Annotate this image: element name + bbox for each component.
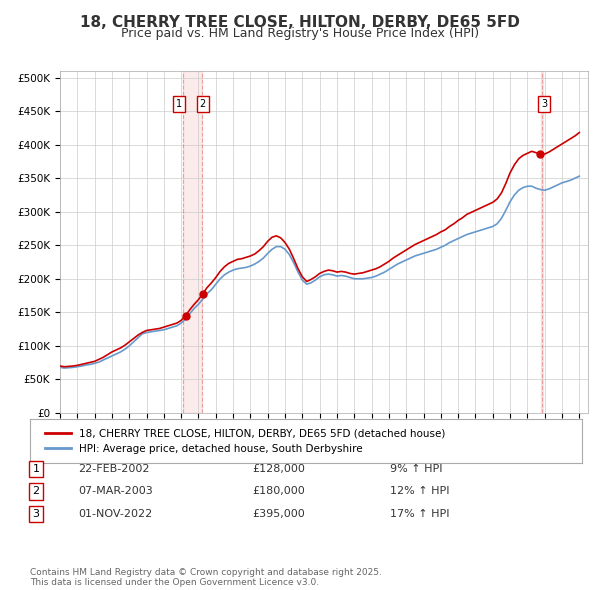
Text: Price paid vs. HM Land Registry's House Price Index (HPI): Price paid vs. HM Land Registry's House … xyxy=(121,27,479,40)
Text: 18, CHERRY TREE CLOSE, HILTON, DERBY, DE65 5FD: 18, CHERRY TREE CLOSE, HILTON, DERBY, DE… xyxy=(80,15,520,30)
Text: 3: 3 xyxy=(541,99,547,109)
Text: 01-NOV-2022: 01-NOV-2022 xyxy=(78,509,152,519)
Text: Contains HM Land Registry data © Crown copyright and database right 2025.
This d: Contains HM Land Registry data © Crown c… xyxy=(30,568,382,587)
Text: 12% ↑ HPI: 12% ↑ HPI xyxy=(390,487,449,496)
Text: 07-MAR-2003: 07-MAR-2003 xyxy=(78,487,153,496)
Text: 3: 3 xyxy=(32,509,40,519)
Text: £395,000: £395,000 xyxy=(252,509,305,519)
Text: 2: 2 xyxy=(200,99,206,109)
Text: 1: 1 xyxy=(176,99,182,109)
Text: £180,000: £180,000 xyxy=(252,487,305,496)
Bar xyxy=(541,71,542,413)
Text: 22-FEB-2002: 22-FEB-2002 xyxy=(78,464,149,474)
Legend: 18, CHERRY TREE CLOSE, HILTON, DERBY, DE65 5FD (detached house), HPI: Average pr: 18, CHERRY TREE CLOSE, HILTON, DERBY, DE… xyxy=(41,424,450,458)
Bar xyxy=(184,71,202,413)
Text: £128,000: £128,000 xyxy=(252,464,305,474)
Text: 2: 2 xyxy=(32,487,40,496)
Text: 9% ↑ HPI: 9% ↑ HPI xyxy=(390,464,443,474)
Text: 17% ↑ HPI: 17% ↑ HPI xyxy=(390,509,449,519)
Text: 1: 1 xyxy=(32,464,40,474)
